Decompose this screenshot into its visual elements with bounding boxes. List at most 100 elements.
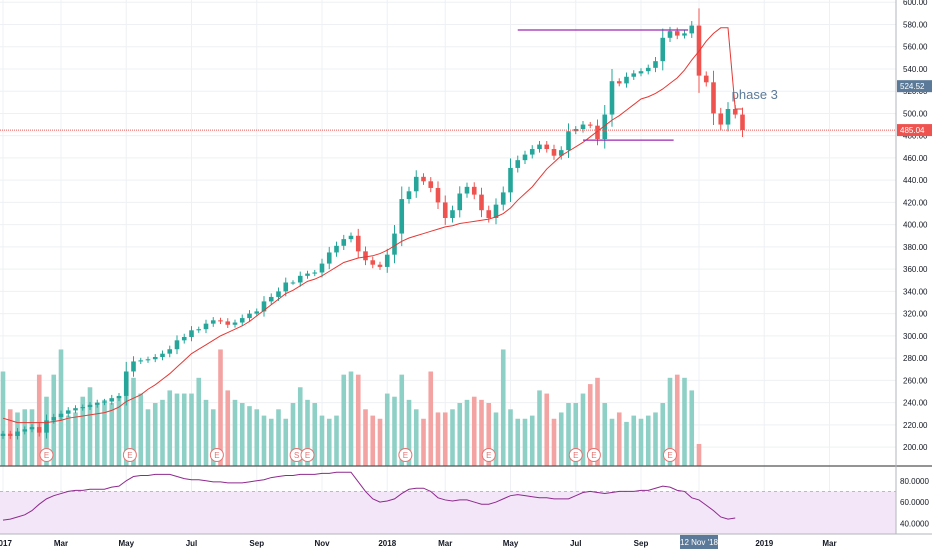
earnings-marker-label: E — [573, 451, 578, 460]
trendlines — [517, 29, 689, 141]
time-tick-label: Sep — [249, 539, 264, 548]
volume-bar — [94, 403, 100, 466]
volume-bar — [167, 390, 173, 466]
volume-bar — [508, 409, 513, 466]
rsi-tick-label: 40.0000 — [900, 519, 929, 528]
phase-annotation[interactable]: phase 3 — [732, 87, 778, 102]
volume-bar — [500, 349, 506, 466]
volume-bar — [370, 415, 376, 466]
volume-bar — [145, 409, 151, 466]
earnings-marker-icon — [586, 448, 601, 462]
volume-bar — [131, 377, 136, 466]
candle-body — [218, 320, 223, 322]
candle-body — [703, 75, 709, 83]
volume-bar — [203, 399, 209, 466]
price-label-box — [897, 80, 932, 93]
volume-bar — [602, 403, 608, 466]
candle-body — [203, 323, 209, 330]
candle-body — [247, 313, 252, 319]
volume-bar — [566, 403, 571, 466]
volume-bar — [0, 371, 6, 466]
candle-body — [363, 251, 368, 261]
time-axis[interactable]: 2017 Mar May Jul Sep Nov 2018 Mar May Jul Sep 12 No… — [0, 535, 837, 549]
volume-bar — [116, 396, 122, 466]
volume-bar — [587, 384, 593, 466]
price-tick-label: 280.00 — [903, 354, 928, 363]
candle-body — [297, 275, 303, 283]
volume-bar — [558, 412, 564, 466]
candle-body — [22, 429, 28, 432]
candle-body — [616, 81, 622, 84]
volume-bar — [123, 374, 129, 466]
candle-body — [80, 407, 86, 409]
price-labels: 524.52 485.04 — [897, 80, 932, 137]
candle-body — [138, 360, 144, 362]
price-tick-label: 480.00 — [903, 132, 928, 141]
volume-bar — [377, 418, 383, 466]
candle-body — [167, 349, 173, 354]
candle-body — [102, 401, 107, 403]
volume-bar — [522, 418, 528, 466]
volume-bar — [181, 393, 187, 466]
time-tick-label: Jul — [186, 539, 198, 548]
candle-body — [370, 260, 376, 265]
price-tick-label: 560.00 — [903, 43, 928, 52]
earnings-marker-label: E — [214, 451, 219, 460]
volume-bar — [573, 403, 579, 466]
volume-bar — [638, 418, 644, 466]
candle-body — [421, 176, 426, 182]
candle-body — [653, 61, 658, 68]
candle-body — [660, 37, 666, 62]
price-tick-label: 440.00 — [903, 176, 928, 185]
candle-body — [384, 254, 390, 267]
price-tick-label: 300.00 — [903, 332, 928, 341]
volume-bar — [138, 393, 144, 466]
rsi-tick-label: 80.0000 — [900, 477, 929, 486]
time-tick-label: Nov — [314, 539, 330, 548]
volume-bar — [464, 399, 470, 466]
volume-bar — [428, 371, 434, 466]
candle-body — [44, 420, 49, 433]
candle-body — [239, 318, 245, 323]
volume-bar — [384, 393, 390, 466]
price-tick-label: 420.00 — [903, 198, 928, 207]
volume-bar — [595, 377, 600, 466]
rsi-axis[interactable]: 40.0000 60.0000 80.0000 — [900, 477, 929, 529]
candle-body — [174, 340, 180, 350]
candle-body — [522, 154, 528, 161]
candle-body — [312, 272, 318, 274]
volume-bar — [102, 399, 107, 466]
volume-bar — [348, 371, 354, 466]
candle-body — [87, 404, 93, 408]
earnings-marker-label: E — [403, 451, 408, 460]
volume-bar — [65, 415, 71, 466]
volume-bar — [247, 406, 252, 466]
candle-body — [609, 81, 615, 115]
volume-bar — [537, 390, 542, 466]
price-axis[interactable]: 200.00 220.00 240.00 260.00 280.00 300.00 320.… — [903, 0, 928, 452]
volume-bar — [689, 390, 695, 466]
price-label-text: 485.04 — [900, 126, 925, 135]
candle-body — [406, 191, 412, 200]
candle-body — [131, 361, 136, 372]
candle-body — [537, 144, 542, 150]
volume-bar — [196, 377, 202, 466]
volume-bar — [442, 412, 448, 466]
volume-bars — [0, 349, 702, 466]
volume-bar — [392, 396, 397, 466]
price-label-text: 524.52 — [900, 82, 925, 91]
time-tick-label: Mar — [54, 539, 68, 548]
volume-bar — [450, 409, 455, 466]
earnings-marker-label: E — [305, 451, 310, 460]
time-tick-label: May — [503, 539, 519, 548]
volume-bar — [152, 403, 158, 466]
earnings-marker-label: E — [44, 451, 49, 460]
earnings-marker-icon — [481, 448, 496, 462]
candle-body — [486, 210, 492, 218]
volume-bar — [218, 349, 223, 466]
volume-bar — [471, 396, 477, 466]
volume-bar — [479, 399, 484, 466]
candle-body — [268, 296, 274, 302]
